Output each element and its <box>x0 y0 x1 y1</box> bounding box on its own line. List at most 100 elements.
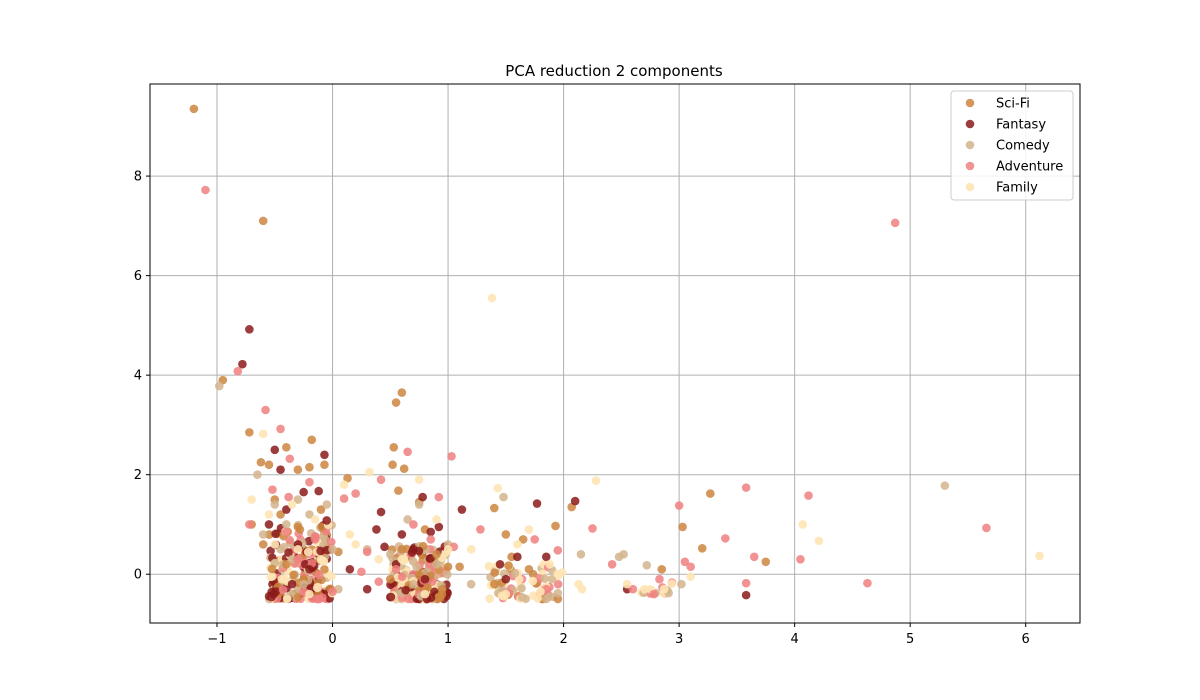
data-point-fantasy <box>238 359 247 369</box>
data-point-comedy <box>403 515 412 524</box>
data-point-sci-fi <box>293 592 303 602</box>
data-point-sci-fi <box>282 559 291 569</box>
data-point-adventure <box>305 477 314 487</box>
data-point-adventure <box>530 535 540 544</box>
data-point-comedy <box>541 594 551 604</box>
legend-label-family: Family <box>996 181 1038 196</box>
data-point-adventure <box>278 585 288 595</box>
data-point-adventure <box>314 594 324 604</box>
data-point-adventure <box>804 491 813 500</box>
axis-ticks: −1 0 1 2 3 4 5 6 0 2 4 6 8 <box>134 170 1030 647</box>
data-point-sci-fi <box>258 216 268 226</box>
data-point-fantasy <box>282 505 291 514</box>
data-point-comedy <box>642 560 652 570</box>
data-point-adventure <box>982 523 991 533</box>
data-point-sci-fi <box>678 522 687 532</box>
data-point-fantasy <box>457 505 467 514</box>
data-point-sci-fi <box>437 584 447 594</box>
legend-marker-sci-fi <box>965 98 975 108</box>
data-point-sci-fi <box>551 521 560 531</box>
data-point-sci-fi <box>264 460 274 470</box>
data-point-family <box>316 554 326 564</box>
data-point-fantasy <box>269 589 278 599</box>
data-point-family <box>545 559 555 569</box>
x-tick-label: −1 <box>207 632 226 647</box>
data-point-adventure <box>476 525 485 534</box>
data-point-adventure <box>376 475 386 484</box>
data-point-comedy <box>510 568 520 578</box>
data-point-family <box>432 515 441 524</box>
data-point-adventure <box>285 535 294 545</box>
data-point-adventure <box>890 218 900 228</box>
data-point-fantasy <box>264 520 274 529</box>
data-point-family <box>264 510 274 519</box>
y-tick-label: 0 <box>134 568 142 583</box>
data-point-family <box>365 467 374 477</box>
data-point-sci-fi <box>256 457 266 467</box>
data-point-family <box>287 500 297 509</box>
data-point-fantasy <box>372 525 381 534</box>
data-point-sci-fi <box>490 568 499 577</box>
data-point-fantasy <box>532 499 542 508</box>
data-point-comedy <box>409 579 418 589</box>
data-point-adventure <box>553 546 563 555</box>
data-point-family <box>536 587 545 596</box>
x-tick-label: 6 <box>1022 632 1030 647</box>
data-point-comedy <box>385 550 395 559</box>
data-point-fantasy <box>245 325 254 334</box>
data-point-fantasy <box>314 486 323 496</box>
plot-frame <box>149 83 1081 624</box>
data-point-comedy <box>466 579 476 589</box>
data-point-fantasy <box>276 465 285 475</box>
data-point-fantasy <box>380 542 389 552</box>
data-point-fantasy <box>741 590 751 600</box>
data-point-adventure <box>655 574 664 584</box>
data-point-family <box>293 545 303 554</box>
data-point-adventure <box>285 454 295 464</box>
data-point-adventure <box>426 535 436 544</box>
data-point-sci-fi <box>443 562 453 572</box>
data-point-family <box>501 589 511 599</box>
data-point-sci-fi <box>423 583 432 592</box>
data-point-comedy <box>293 495 303 504</box>
data-point-fantasy <box>320 450 329 460</box>
data-point-family <box>310 515 320 524</box>
data-point-family <box>513 540 522 549</box>
data-point-adventure <box>649 589 659 599</box>
data-point-adventure <box>686 562 695 572</box>
data-point-fantasy <box>501 574 511 584</box>
data-point-sci-fi <box>305 462 314 472</box>
data-point-family <box>591 476 601 485</box>
data-point-sci-fi <box>657 564 667 574</box>
legend: Sci-Fi Fantasy Comedy Adventure Family <box>950 90 1074 201</box>
data-point-adventure <box>553 579 563 589</box>
legend-box <box>950 90 1074 201</box>
data-point-family <box>443 545 453 554</box>
data-point-adventure <box>588 524 597 533</box>
x-tick-label: 5 <box>906 632 914 647</box>
data-point-comedy <box>576 550 586 559</box>
legend-marker-family <box>965 182 975 192</box>
data-point-adventure <box>863 578 872 588</box>
data-point-sci-fi <box>245 428 254 437</box>
data-point-family <box>553 569 563 579</box>
data-point-adventure <box>391 564 401 574</box>
data-point-family <box>345 530 355 539</box>
data-point-sci-fi <box>399 464 409 474</box>
data-point-comedy <box>553 588 563 598</box>
data-point-adventure <box>628 584 638 594</box>
data-points <box>189 104 1044 604</box>
data-point-sci-fi <box>320 460 329 470</box>
data-point-comedy <box>282 520 291 529</box>
data-point-sci-fi <box>761 557 771 567</box>
data-point-family <box>282 594 292 604</box>
data-point-comedy <box>299 579 308 589</box>
data-point-fantasy <box>284 548 293 557</box>
data-point-comedy <box>258 530 268 539</box>
data-point-adventure <box>749 552 759 562</box>
data-point-sci-fi <box>504 561 513 570</box>
data-point-adventure <box>351 489 360 498</box>
data-point-family <box>484 561 494 571</box>
legend-label-adventure: Adventure <box>996 160 1063 175</box>
